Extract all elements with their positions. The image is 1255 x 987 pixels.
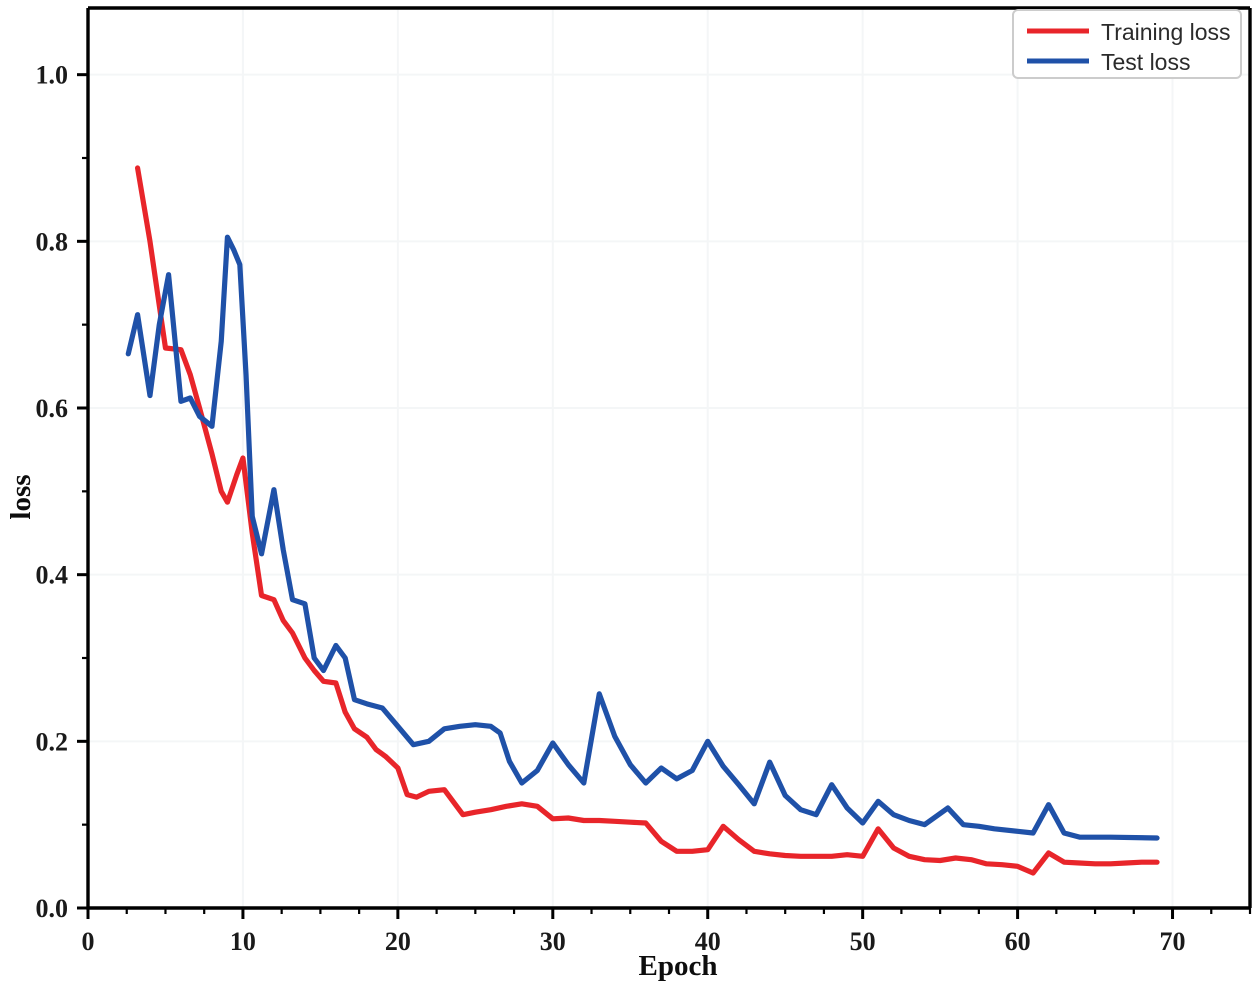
x-axis-title: Epoch [639,950,718,982]
legend-label-training-loss: Training loss [1101,19,1231,45]
series-line-training-loss [134,165,1160,876]
y-tick-label: 0.2 [36,727,69,756]
y-axis-title: loss [5,474,37,519]
y-tick-label: 0.4 [36,561,69,590]
x-tick-label: 40 [695,927,721,956]
tick-labels: 0 10 20 30 40 50 60 70 0.0 0.2 0.4 0.6 0.8 1.0 [36,61,1186,956]
x-tick-label: 20 [385,927,411,956]
x-tick-label: 0 [82,927,95,956]
axes [77,6,1252,919]
x-tick-label: 60 [1005,927,1031,956]
plot-area [125,165,1160,876]
x-tick-label: 10 [230,927,256,956]
gridlines [88,8,1250,908]
legend[interactable]: Training loss Test loss [1012,9,1242,79]
x-tick-label: 50 [850,927,876,956]
y-tick-label: 0.0 [36,894,69,923]
series-line-test-loss [125,234,1160,841]
y-tick-label: 1.0 [36,61,69,90]
x-tick-label: 30 [540,927,566,956]
x-tick-label: 70 [1160,927,1186,956]
y-tick-label: 0.6 [36,394,69,423]
y-tick-label: 0.8 [36,227,69,256]
legend-label-test-loss: Test loss [1101,49,1190,75]
